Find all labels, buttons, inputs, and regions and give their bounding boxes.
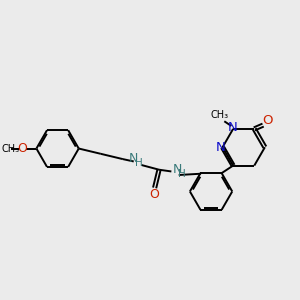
- Text: H: H: [135, 158, 143, 168]
- Text: H: H: [178, 169, 186, 179]
- Text: CH₃: CH₃: [210, 110, 228, 120]
- Text: N: N: [216, 141, 226, 154]
- Text: N: N: [129, 152, 138, 165]
- Text: N: N: [228, 121, 238, 134]
- Text: N: N: [172, 163, 182, 176]
- Text: O: O: [262, 114, 273, 127]
- Text: CH₃: CH₃: [2, 143, 20, 154]
- Text: O: O: [17, 142, 27, 155]
- Text: O: O: [149, 188, 159, 201]
